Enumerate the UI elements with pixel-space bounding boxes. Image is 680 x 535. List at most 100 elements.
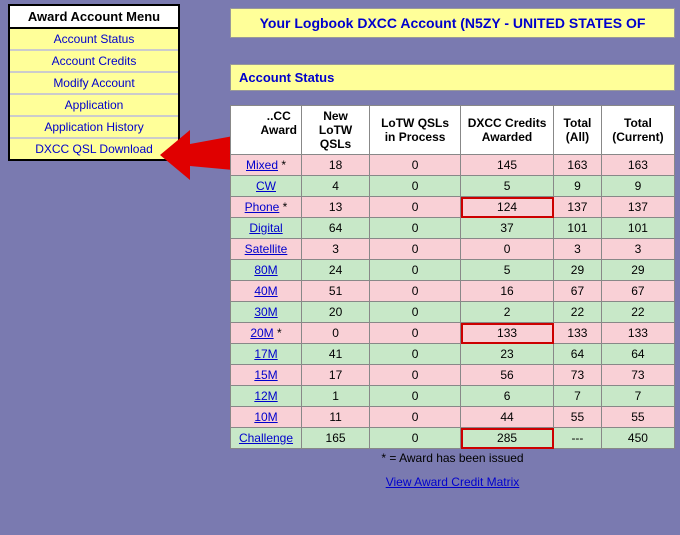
cell-proc: 0 [370,365,461,386]
cell-new: 3 [302,239,370,260]
cell-new: 1 [302,386,370,407]
cell-new: 18 [302,155,370,176]
sidebar-item-dxcc-qsl-download[interactable]: DXCC QSL Download [10,139,178,159]
cell-award: 12M [231,386,302,407]
cell-proc: 0 [370,302,461,323]
award-link[interactable]: 20M [250,326,273,340]
cell-credits: 37 [461,218,554,239]
cell-award: 20M * [231,323,302,344]
cell-new: 41 [302,344,370,365]
cell-proc: 0 [370,176,461,197]
cell-new: 17 [302,365,370,386]
cell-award: Mixed * [231,155,302,176]
cell-cur: 133 [601,323,674,344]
award-link[interactable]: 10M [254,410,277,424]
cell-proc: 0 [370,344,461,365]
award-link[interactable]: Phone [245,200,280,214]
table-row: 80M24052929 [231,260,675,281]
cell-cur: 101 [601,218,674,239]
cell-new: 20 [302,302,370,323]
table-row: 20M *00133133133 [231,323,675,344]
cell-all: 163 [554,155,602,176]
view-award-credit-matrix-link[interactable]: View Award Credit Matrix [386,475,520,489]
cell-award: Challenge [231,428,302,449]
cell-credits: 16 [461,281,554,302]
cell-cur: 29 [601,260,674,281]
award-link[interactable]: 80M [254,263,277,277]
cell-award: Phone * [231,197,302,218]
award-link[interactable]: CW [256,179,276,193]
sidebar-item-account-status[interactable]: Account Status [10,29,178,51]
table-row: 10M110445555 [231,407,675,428]
matrix-link-container: View Award Credit Matrix [230,475,675,489]
col-proc: LoTW QSLs in Process [370,106,461,155]
cell-cur: 22 [601,302,674,323]
cell-proc: 0 [370,323,461,344]
cell-credits: 23 [461,344,554,365]
col-credits: DXCC Credits Awarded [461,106,554,155]
sidebar-link[interactable]: Application History [44,120,143,134]
cell-all: 73 [554,365,602,386]
table-row: 40M510166767 [231,281,675,302]
page-title: Your Logbook DXCC Account (N5ZY - UNITED… [230,8,675,38]
sidebar-item-application[interactable]: Application [10,95,178,117]
cell-credits: 6 [461,386,554,407]
sidebar-item-modify-account[interactable]: Modify Account [10,73,178,95]
table-row: Phone *130124137137 [231,197,675,218]
cell-all: 64 [554,344,602,365]
award-link[interactable]: 17M [254,347,277,361]
cell-proc: 0 [370,260,461,281]
cell-cur: 450 [601,428,674,449]
cell-all: 137 [554,197,602,218]
table-row: 30M20022222 [231,302,675,323]
table-row: CW40599 [231,176,675,197]
sidebar-link[interactable]: Modify Account [53,76,134,90]
cell-new: 64 [302,218,370,239]
cell-new: 13 [302,197,370,218]
sidebar-item-application-history[interactable]: Application History [10,117,178,139]
cell-cur: 137 [601,197,674,218]
award-link[interactable]: Digital [249,221,282,235]
award-link[interactable]: 30M [254,305,277,319]
award-link[interactable]: 40M [254,284,277,298]
cell-award: 30M [231,302,302,323]
sidebar-link[interactable]: Account Status [54,32,135,46]
cell-cur: 73 [601,365,674,386]
award-link[interactable]: Satellite [245,242,288,256]
cell-all: 67 [554,281,602,302]
cell-proc: 0 [370,281,461,302]
cell-proc: 0 [370,239,461,260]
cell-proc: 0 [370,386,461,407]
cell-cur: 55 [601,407,674,428]
cell-credits: 5 [461,176,554,197]
table-row: Satellite30033 [231,239,675,260]
cell-cur: 163 [601,155,674,176]
cell-proc: 0 [370,218,461,239]
cell-award: 40M [231,281,302,302]
table-row: 15M170567373 [231,365,675,386]
award-link[interactable]: 15M [254,368,277,382]
cell-award: Satellite [231,239,302,260]
table-row: 12M10677 [231,386,675,407]
cell-cur: 3 [601,239,674,260]
award-link[interactable]: Mixed [246,158,278,172]
sidebar-link[interactable]: DXCC QSL Download [35,142,153,156]
cell-new: 4 [302,176,370,197]
award-link[interactable]: Challenge [239,431,293,445]
sidebar-link[interactable]: Application [65,98,124,112]
cell-cur: 67 [601,281,674,302]
table-row: 17M410236464 [231,344,675,365]
cell-all: --- [554,428,602,449]
footnote: * = Award has been issued [230,451,675,465]
award-link[interactable]: 12M [254,389,277,403]
table-row: Challenge1650285---450 [231,428,675,449]
sidebar-link[interactable]: Account Credits [52,54,137,68]
cell-credits: 2 [461,302,554,323]
cell-all: 9 [554,176,602,197]
cell-credits: 44 [461,407,554,428]
cell-new: 11 [302,407,370,428]
table-row: Digital64037101101 [231,218,675,239]
cell-new: 51 [302,281,370,302]
cell-new: 165 [302,428,370,449]
sidebar-item-account-credits[interactable]: Account Credits [10,51,178,73]
